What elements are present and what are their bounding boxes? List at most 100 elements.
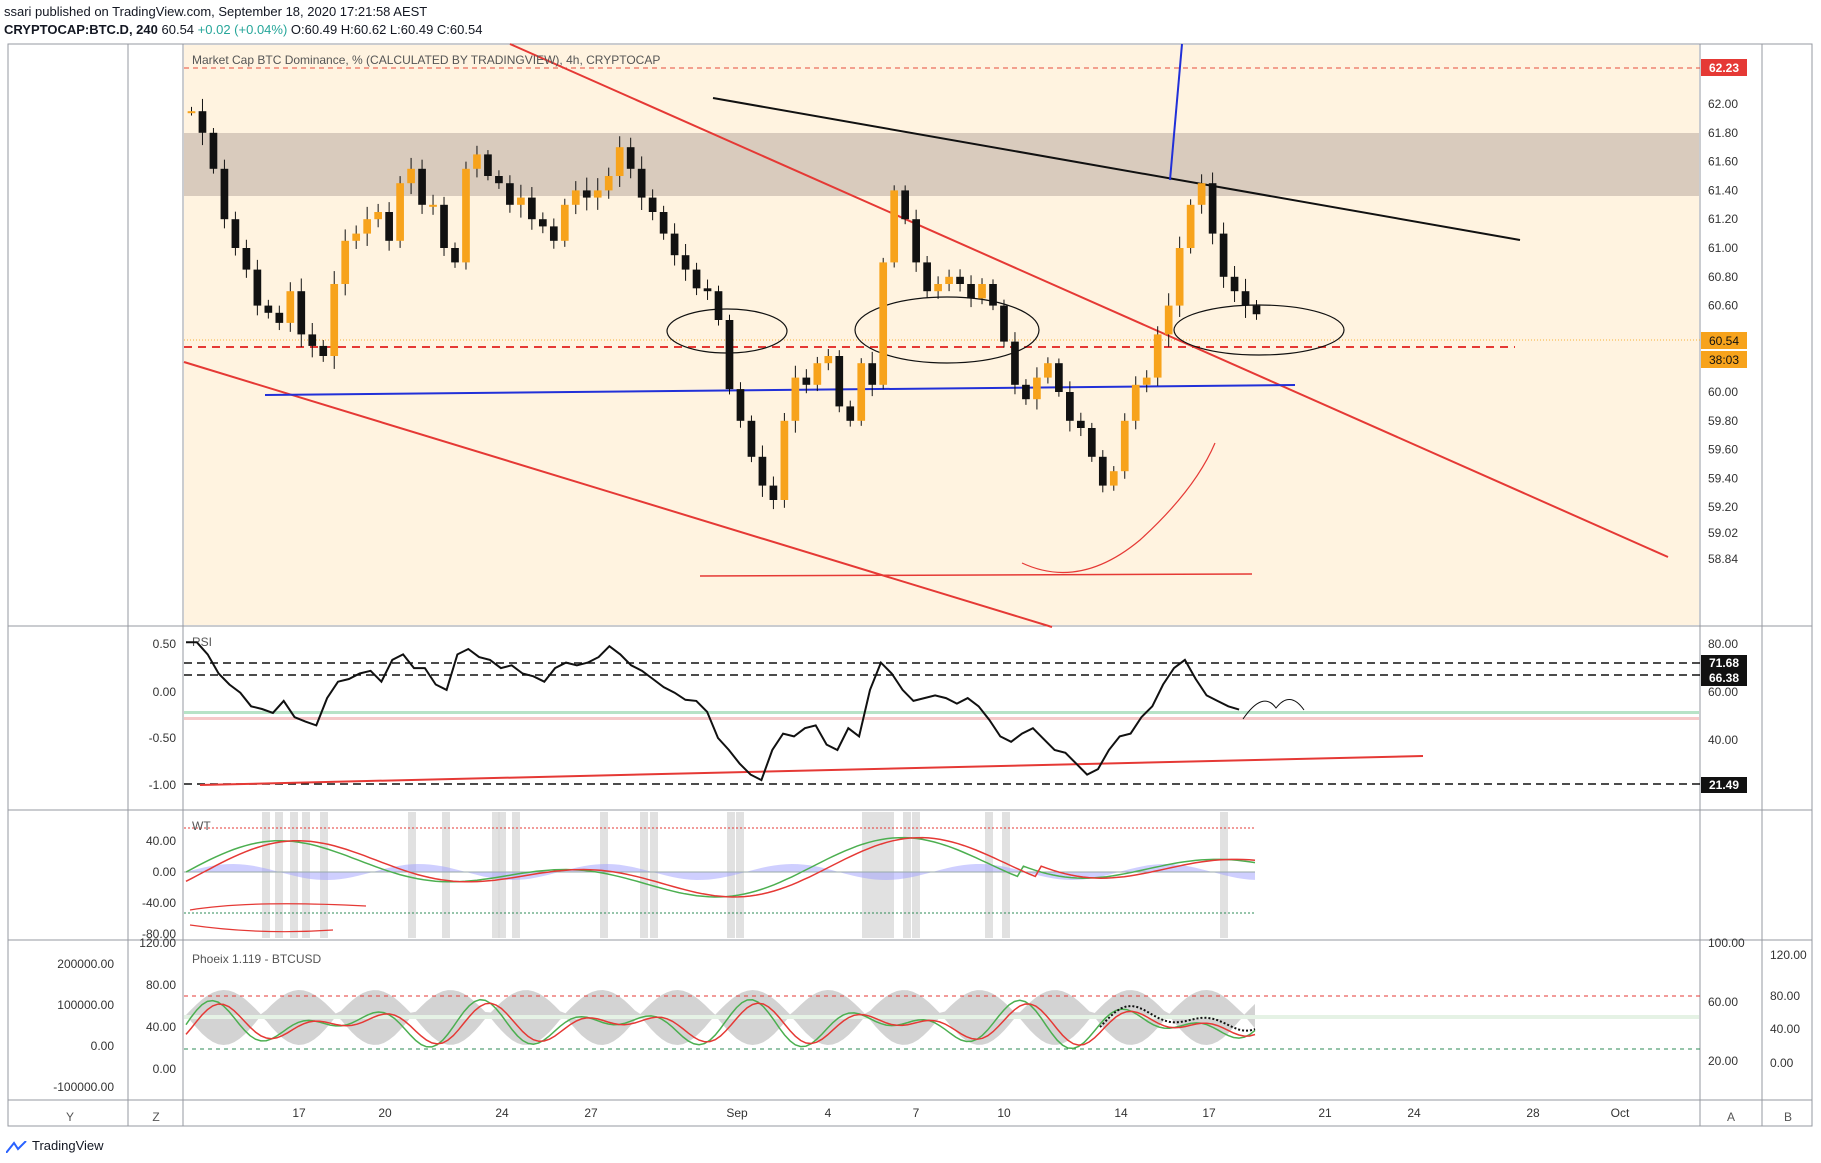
candle-body [187,111,196,114]
tag-countdown: 38:03 [1701,351,1747,368]
tag-price: 60.54 [1701,332,1747,349]
candle-body [780,420,789,500]
candle-body [220,168,229,220]
time-tick: 24 [495,1106,509,1120]
candle-body [967,284,975,299]
price-tick: 59.02 [1708,526,1738,540]
candle-body [1098,456,1107,486]
time-tick: 14 [1114,1106,1128,1120]
phoeix-right-inner-tick: 100.00 [1708,936,1745,950]
candle-body [429,204,437,207]
ellipse-3 [1173,304,1345,356]
rsi-left-axis: 0.50 0.00 -0.50 -1.00 [149,637,177,792]
phoeix-right-outer-tick: 0.00 [1770,1056,1794,1070]
candle-body [912,219,920,263]
candle-body [1076,420,1085,428]
candle-body [835,356,844,407]
candle-body [1175,248,1184,306]
candle-body [593,190,602,198]
candle-body [1011,341,1019,385]
candle-body [209,132,218,169]
phoeix-dotted-line [1099,1004,1256,1032]
rsi-line [186,641,1240,782]
wt-tick: -40.00 [142,896,176,910]
candle-body [681,255,690,270]
rsi-tag-66: 66.38 [1701,670,1747,686]
wt-gray-bar [275,812,283,938]
blue-spike-line [1169,43,1183,181]
phoeix-right-inner-tick: 60.00 [1708,995,1738,1009]
phoeix-band [184,1015,1699,1019]
candle-body [989,284,997,306]
tag-price-text: 60.54 [1709,334,1739,348]
candle-body [253,269,262,306]
candle-body [484,154,492,176]
candle-body [506,183,514,205]
phoeix-left-inner-tick: 80.00 [146,978,176,992]
a-button[interactable]: A [1726,1110,1735,1124]
wt-gray-bar [442,812,450,938]
candle-body [1197,183,1206,205]
rsi-tag-71: 71.68 [1701,655,1747,671]
main-pane-bg [184,45,1699,625]
candle-body [1000,305,1008,342]
candle-body [1164,305,1173,335]
rsi-right-tick: 60.00 [1708,685,1738,699]
candle-body [1131,384,1140,421]
candle-body [528,197,536,220]
candle-body [1219,233,1228,277]
candle-body [1055,363,1063,392]
rsi-right-tick: 40.00 [1708,733,1738,747]
candle-body [549,226,558,241]
tag-resistance: 62.23 [1701,59,1747,76]
phoeix-right-outer-tick: 120.00 [1770,948,1807,962]
candle-body [659,212,668,234]
price-tick: 59.40 [1708,471,1738,485]
price-tick: 61.80 [1708,126,1738,140]
wt-gray-bar [640,812,648,938]
wt-axis: 40.00 0.00 -40.00 -80.00 [142,834,176,941]
blue-horizontal-line [264,384,1296,396]
b-button[interactable]: B [1783,1110,1792,1124]
candle-body [1208,183,1217,234]
candle-body [791,377,800,421]
candle-body [363,219,372,234]
time-tick: 4 [825,1106,832,1120]
wt-gray-bar [985,812,993,938]
candle-body [264,305,273,313]
rsi-projection [1242,699,1305,720]
price-tick: 59.60 [1708,443,1738,457]
candle-body [1142,377,1151,385]
candle-body [275,312,284,323]
candle-body [1033,377,1041,400]
phoeix-right-outer-tick: 80.00 [1770,989,1800,1003]
time-tick: 28 [1526,1106,1540,1120]
tradingview-logo[interactable]: TradingView [6,1138,104,1153]
candle-body [648,197,657,212]
candle-body [703,288,712,292]
rsi-left-tick: -1.00 [149,778,177,792]
candle-body [341,240,350,284]
candle-body [923,262,931,292]
rsi-tag-21: 21.49 [1701,777,1747,793]
candle-body [1186,204,1195,248]
candle-body [1120,420,1129,472]
phoeix-left-outer-tick: 0.00 [91,1039,115,1053]
candle-body [901,190,910,220]
tag-resistance-text: 62.23 [1709,61,1739,75]
candle-body [758,456,767,486]
candle-body [670,233,679,256]
rsi-left-tick: 0.00 [153,685,177,699]
z-button[interactable]: Z [152,1110,160,1124]
candle-body [385,212,393,241]
y-button[interactable]: Y [65,1110,74,1124]
rsi-right-axis: 80.00 60.00 40.00 [1708,637,1738,747]
candle-body [1241,291,1250,306]
bottom-support-line [699,573,1253,577]
wt-gray-bar [736,812,744,938]
time-tick: 24 [1407,1106,1421,1120]
candle-body [352,233,361,241]
wt-gray-bar [650,812,658,938]
price-tick: 61.00 [1708,241,1738,255]
